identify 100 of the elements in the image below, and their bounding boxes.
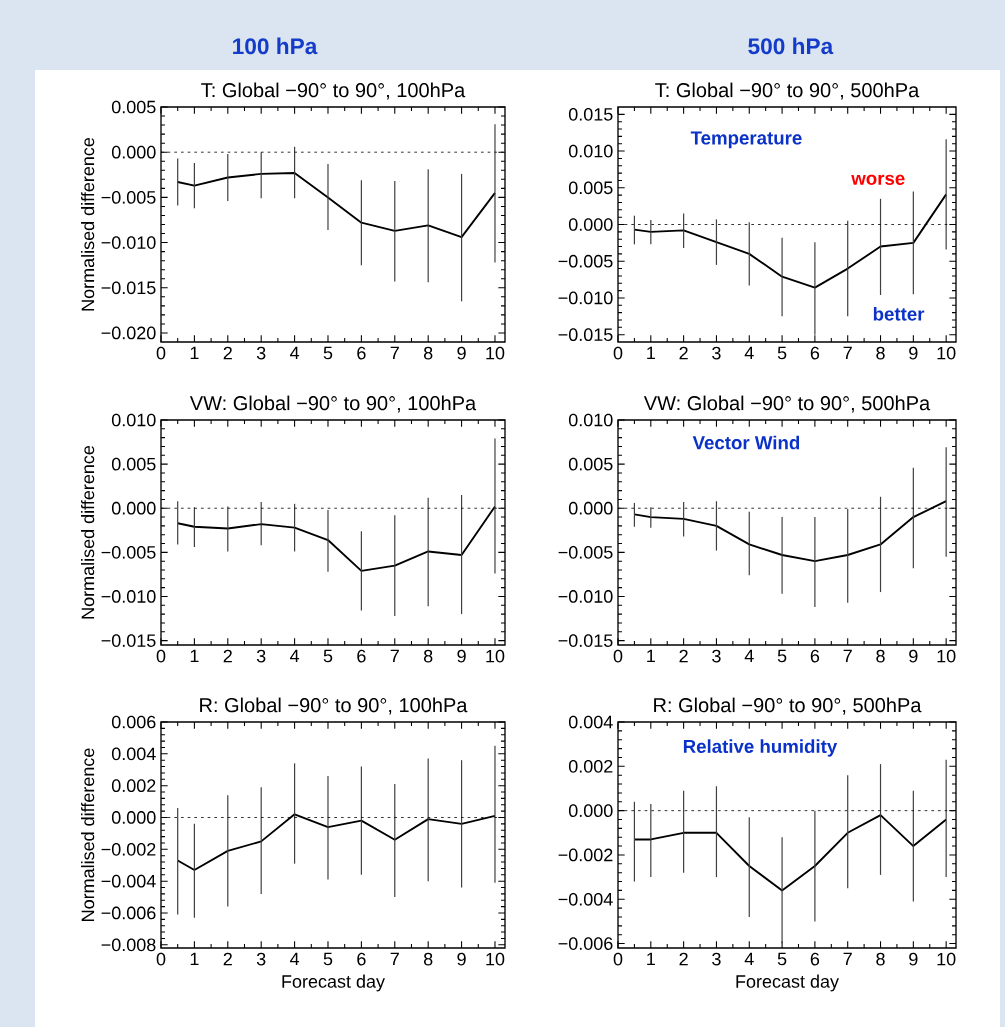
x-tick-label: 4 [744, 346, 754, 360]
x-tick-label: 10 [937, 649, 956, 663]
y-tick-label: 0.000 [111, 145, 156, 159]
y-tick-label: 0.000 [111, 811, 156, 824]
x-tick-label: 2 [679, 952, 688, 966]
y-axis-title: Normalised difference [81, 445, 95, 619]
x-tick-label: 2 [223, 952, 232, 966]
x-tick-label: 8 [423, 346, 433, 360]
chart-title: T: Global −90° to 90°, 100hPa [201, 82, 466, 100]
y-tick-label: 0.004 [111, 747, 156, 761]
x-tick-label: 9 [457, 649, 466, 663]
x-tick-label: 1 [647, 649, 655, 663]
y-tick-label: 0.006 [111, 715, 156, 729]
annotation: Temperature [690, 131, 802, 149]
x-tick-label: 5 [323, 649, 333, 663]
x-tick-label: 1 [647, 346, 655, 360]
y-tick-label: −0.020 [101, 326, 156, 340]
x-tick-label: 5 [777, 952, 787, 966]
chart-title: R: Global −90° to 90°, 500hPa [654, 697, 922, 715]
x-tick-label: 8 [876, 346, 885, 360]
x-tick-label: 6 [810, 952, 820, 966]
y-tick-label: −0.005 [558, 254, 613, 268]
y-tick-label: 0.000 [568, 218, 613, 231]
x-tick-label: 0 [156, 346, 166, 360]
y-tick-label: −0.010 [101, 590, 156, 603]
y-tick-label: −0.005 [101, 545, 156, 559]
y-tick-label: 0.005 [568, 457, 613, 471]
line-series [176, 172, 496, 239]
line-series [633, 814, 948, 892]
y-tick-label: 0.002 [111, 779, 156, 793]
x-tick-label: 4 [290, 346, 300, 360]
y-tick-label: 0.004 [568, 715, 613, 729]
y-axis-title: Normalised difference [81, 137, 95, 311]
y-tick-label: 0.010 [568, 413, 613, 427]
x-tick-label: 1 [190, 952, 199, 966]
annotation: better [873, 306, 925, 321]
x-tick-label: 3 [712, 346, 721, 360]
x-tick-label: 7 [390, 952, 399, 966]
x-tick-label: 2 [679, 346, 688, 360]
x-tick-label: 8 [423, 649, 433, 663]
x-tick-label: 0 [613, 952, 623, 966]
x-tick-label: 0 [156, 649, 166, 663]
y-tick-label: −0.015 [558, 634, 613, 647]
y-tick-label: −0.002 [101, 842, 156, 856]
y-tick-label: −0.015 [101, 634, 156, 647]
x-tick-label: 4 [290, 649, 300, 663]
x-tick-label: 10 [486, 952, 505, 966]
x-tick-label: 5 [777, 649, 787, 663]
y-tick-label: −0.005 [101, 191, 156, 204]
y-tick-label: 0.005 [111, 457, 156, 471]
x-tick-label: 4 [744, 649, 754, 663]
y-tick-label: −0.015 [101, 281, 156, 295]
x-tick-label: 10 [937, 346, 956, 360]
x-tick-label: 0 [613, 649, 623, 663]
y-tick-label: −0.010 [558, 590, 613, 603]
x-tick-label: 9 [909, 346, 918, 360]
x-tick-label: 7 [390, 346, 399, 360]
x-tick-label: 8 [423, 952, 433, 966]
chart-title: R: Global −90° to 90°, 100hPa [200, 697, 468, 715]
y-tick-label: −0.015 [558, 328, 613, 342]
x-tick-label: 10 [937, 952, 956, 966]
x-tick-label: 6 [357, 952, 366, 966]
x-axis-title: Forecast day [736, 974, 839, 992]
x-tick-label: 7 [843, 952, 852, 966]
x-tick-label: 2 [223, 346, 232, 360]
x-tick-label: 1 [647, 952, 655, 966]
x-tick-label: 5 [323, 346, 333, 360]
y-tick-label: −0.006 [101, 906, 156, 920]
y-tick-label: −0.010 [558, 291, 613, 305]
x-tick-label: 6 [810, 649, 820, 663]
x-tick-label: 0 [156, 952, 166, 966]
chart-title: VW: Global −90° to 90°, 500hPa [643, 395, 931, 413]
y-tick-label: −0.005 [558, 545, 613, 559]
text: 100 hPa [233, 37, 318, 55]
x-tick-label: 6 [810, 346, 820, 360]
x-tick-label: 9 [457, 952, 466, 966]
y-axis-title: Normalised difference [81, 748, 95, 921]
y-tick-label: 0.015 [568, 107, 613, 121]
x-tick-label: 9 [909, 649, 918, 663]
x-tick-label: 9 [909, 952, 918, 966]
x-tick-label: 7 [390, 649, 399, 663]
x-tick-label: 10 [486, 649, 505, 663]
x-tick-label: 4 [744, 952, 754, 966]
x-tick-label: 10 [486, 346, 505, 360]
x-tick-label: 7 [843, 346, 852, 360]
x-tick-label: 4 [290, 952, 300, 966]
x-tick-label: 5 [323, 952, 333, 966]
y-tick-label: 0.002 [568, 759, 613, 773]
x-tick-label: 8 [876, 649, 885, 663]
y-tick-label: −0.002 [558, 848, 613, 862]
chart-title: T: Global −90° to 90°, 500hPa [655, 82, 920, 100]
chart-title: VW: Global −90° to 90°, 100hPa [189, 395, 477, 413]
x-tick-label: 2 [679, 649, 688, 663]
y-tick-label: 0.005 [111, 100, 156, 114]
annotation: worse [851, 174, 905, 185]
x-axis-title: Forecast day [282, 974, 385, 992]
x-tick-label: 2 [223, 649, 232, 663]
y-tick-label: 0.005 [568, 181, 613, 195]
y-tick-label: 0.000 [568, 804, 613, 817]
y-tick-label: 0.000 [111, 501, 156, 515]
